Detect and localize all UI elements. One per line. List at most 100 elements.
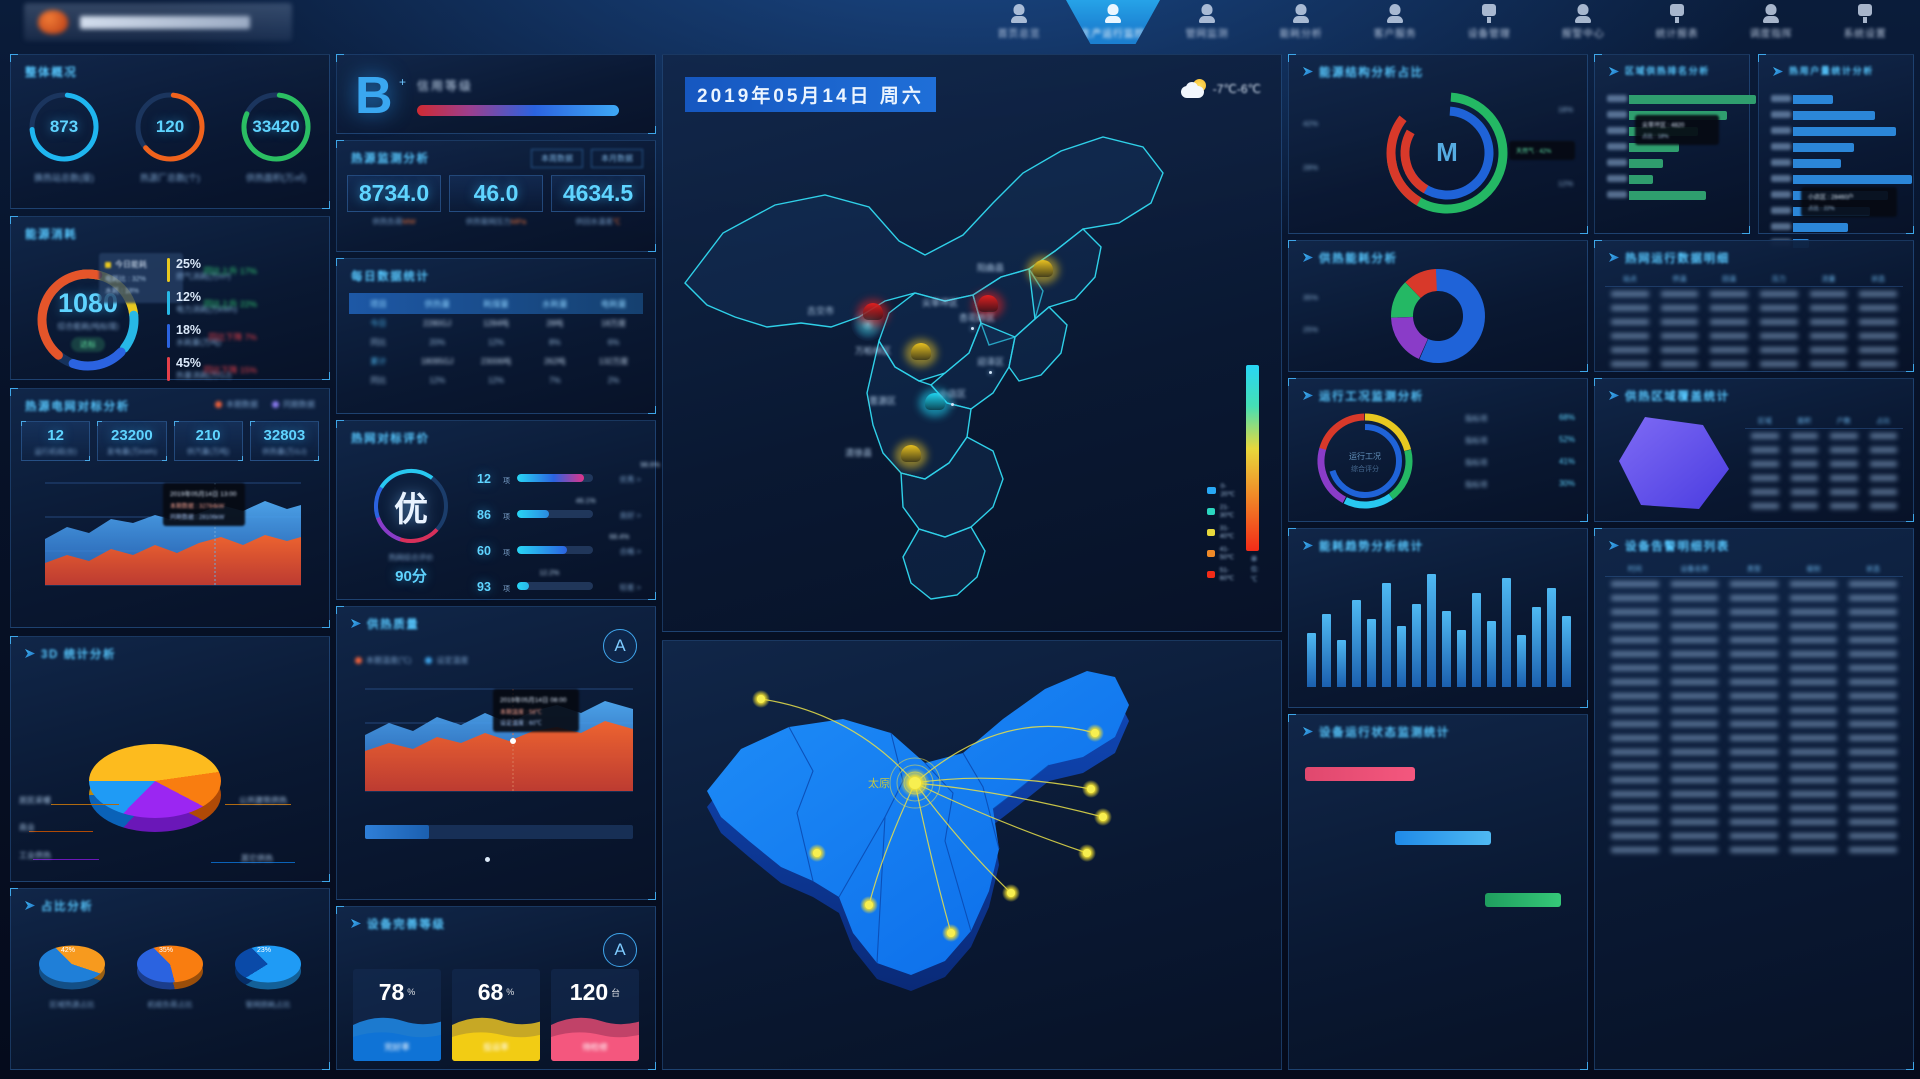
nav-item-dispatch[interactable]: 调度指挥	[1724, 0, 1818, 44]
table-row	[1605, 357, 1903, 371]
table-cell	[1843, 637, 1903, 643]
bar	[1517, 635, 1526, 687]
panel-alarm-list: 设备告警明细列表 时间 设备名称 类型 级别 状态	[1594, 528, 1914, 1070]
chevron-right-icon	[1303, 67, 1313, 76]
item-delta: 同比上升 22%	[203, 299, 257, 309]
panel-title: 热源电网对标分析	[25, 401, 130, 413]
h-bar	[1793, 159, 1841, 168]
status-bar	[1395, 831, 1491, 845]
nav-item-home[interactable]: 首页总览	[972, 0, 1066, 44]
nav-item-network[interactable]: 管网监测	[1160, 0, 1254, 44]
map-marker-label: 万柏林区	[855, 346, 892, 356]
leader-line	[225, 804, 291, 805]
nav-item-report[interactable]: 统计报表	[1630, 0, 1724, 44]
map-dot	[989, 371, 992, 374]
legend-swatch	[1207, 508, 1215, 515]
scrollbar-thumb[interactable]	[365, 825, 429, 839]
item-pct: 45%	[176, 356, 202, 370]
map-marker[interactable]	[919, 389, 951, 417]
gauge-ring: 873	[26, 89, 102, 165]
nav-item-device[interactable]: 设备管理	[1442, 0, 1536, 44]
chevron-right-icon	[1303, 391, 1313, 400]
table-cell: 12%	[429, 376, 446, 385]
panel-title: 热源监测分析	[351, 153, 430, 165]
table-cell	[1655, 305, 1705, 311]
table-cell	[1843, 665, 1903, 671]
main-nav[interactable]: 首页总览 生产运行监控 管网监测 能耗分析 客户服务 设备管理 报警中心 统计报表 调度指挥 系统…	[972, 0, 1912, 44]
chart-legend: 本期温度(℃) 设定温度	[355, 655, 468, 666]
status-badge: 达标	[71, 337, 105, 352]
chart-tooltip: 2019年05月14日 13:00 本期数据 : 32784kW 同期数据 : …	[163, 483, 245, 526]
nav-item-monitor[interactable]: 生产运行监控	[1066, 0, 1160, 44]
nav-item-energy[interactable]: 能耗分析	[1254, 0, 1348, 44]
pie-label: 工业供热	[19, 851, 51, 860]
table-cell	[1724, 595, 1784, 601]
table-cell	[1665, 595, 1725, 601]
table-cell	[1724, 707, 1784, 713]
carousel-dot[interactable]	[485, 857, 490, 862]
item-bar	[167, 291, 170, 315]
table-cell	[1784, 819, 1844, 825]
panel-title: 供热能耗分析	[1319, 253, 1398, 265]
nav-item-service[interactable]: 客户服务	[1348, 0, 1442, 44]
table-cell	[1745, 503, 1785, 509]
nav-item-alarm[interactable]: 报警中心	[1536, 0, 1630, 44]
energy-donut-svg	[37, 269, 139, 371]
panel-3d-map[interactable]: 太原	[662, 640, 1282, 1070]
rating-char: 优	[394, 490, 428, 529]
table-cell	[1824, 489, 1864, 495]
table-cell	[1824, 461, 1864, 467]
panel-device-level: 设备完善等级 A 78 % 完好率 68 % 投运率 120 台 待检修	[336, 906, 656, 1070]
table-cell	[1704, 319, 1754, 325]
chart-scrollbar[interactable]	[365, 825, 633, 839]
carousel-dots[interactable]	[485, 857, 490, 862]
leader-line	[29, 831, 93, 832]
map-marker[interactable]	[857, 299, 889, 327]
panel-energy-structure: 能源结构分析占比 M 42% 28% 18% 12% 天然气 · 42%	[1288, 54, 1588, 234]
axis-label	[1771, 127, 1791, 134]
region-map-svg[interactable]	[663, 55, 1282, 632]
table-cell	[1724, 665, 1784, 671]
range-button[interactable]: 本月数据	[591, 149, 643, 168]
h-bar	[1629, 95, 1756, 104]
item-delta: 同比下降 15%	[203, 365, 257, 375]
chevron-right-icon	[351, 919, 361, 928]
table-cell	[1843, 791, 1903, 797]
bar-right-label: 合格 >	[619, 547, 641, 556]
condition-value: 41%	[1558, 457, 1575, 466]
table-cell	[1724, 833, 1784, 839]
panel-title: 能源消耗	[25, 229, 78, 241]
bar-value: 98.6%	[640, 462, 661, 469]
column-header: 站点	[1622, 275, 1637, 283]
panel-region-map[interactable]: 2019年05月14日 周六 -7℃-6℃	[662, 54, 1282, 632]
table-cell	[1843, 623, 1903, 629]
table-cell	[1784, 581, 1844, 587]
hexagon-shape	[1619, 417, 1729, 509]
table-cell	[1665, 707, 1725, 713]
map-marker[interactable]	[972, 291, 1004, 319]
chevron-right-icon	[1773, 67, 1783, 76]
nav-item-gear[interactable]: 系统设置	[1818, 0, 1912, 44]
map-marker[interactable]	[905, 339, 937, 367]
table-cell	[1754, 305, 1804, 311]
mini-pie-value: 35%	[159, 947, 174, 954]
map-marker[interactable]	[1027, 256, 1059, 284]
map-marker[interactable]	[895, 441, 927, 469]
metric-label: 供热管网压力MPa	[465, 217, 527, 226]
table-cell	[1605, 847, 1665, 853]
panel-rating: 热网对标评价 优 热网综合评价 90分 12 项 98.6% 优秀 > 86 项 …	[336, 420, 660, 600]
table-cell	[1605, 819, 1665, 825]
column-header: 回温	[1722, 275, 1737, 283]
map-3d-svg[interactable]: 太原	[663, 641, 1282, 1070]
map-node	[865, 901, 873, 909]
range-button[interactable]: 本周数据	[531, 149, 583, 168]
marker-dome	[863, 303, 883, 320]
chart-tooltip: 小店区 : 28460户 占比 : 22%	[1801, 187, 1897, 217]
range-buttons[interactable]: 本周数据 本月数据	[531, 149, 643, 168]
panel-title: 能耗趋势分析统计	[1319, 541, 1424, 553]
table-cell	[1724, 637, 1784, 643]
map-node	[813, 849, 821, 857]
tooltip-row: 占比 : 22%	[1808, 206, 1835, 212]
axis-label	[1607, 111, 1627, 118]
rating-score: 90分	[395, 568, 427, 585]
